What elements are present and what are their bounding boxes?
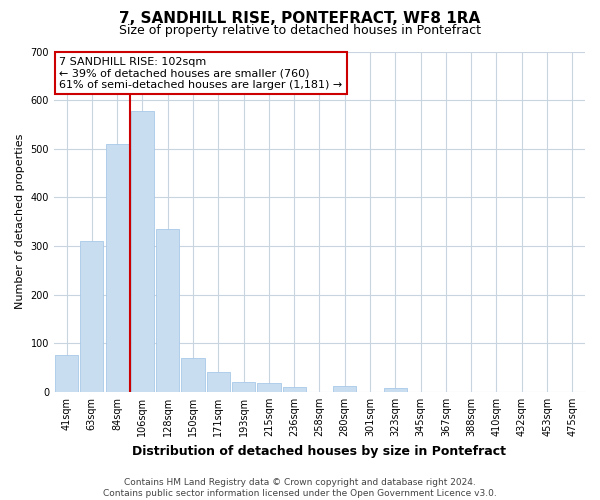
Bar	[131, 111, 154, 392]
X-axis label: Distribution of detached houses by size in Pontefract: Distribution of detached houses by size …	[133, 444, 506, 458]
Bar	[80, 241, 103, 392]
Bar	[55, 356, 78, 392]
Text: 7, SANDHILL RISE, PONTEFRACT, WF8 1RA: 7, SANDHILL RISE, PONTEFRACT, WF8 1RA	[119, 11, 481, 26]
Bar	[333, 386, 356, 392]
Bar	[106, 144, 129, 392]
Y-axis label: Number of detached properties: Number of detached properties	[15, 134, 25, 310]
Text: 7 SANDHILL RISE: 102sqm
← 39% of detached houses are smaller (760)
61% of semi-d: 7 SANDHILL RISE: 102sqm ← 39% of detache…	[59, 56, 343, 90]
Text: Contains HM Land Registry data © Crown copyright and database right 2024.
Contai: Contains HM Land Registry data © Crown c…	[103, 478, 497, 498]
Bar	[257, 383, 281, 392]
Bar	[206, 372, 230, 392]
Bar	[383, 388, 407, 392]
Bar	[283, 387, 306, 392]
Bar	[181, 358, 205, 392]
Bar	[156, 229, 179, 392]
Text: Size of property relative to detached houses in Pontefract: Size of property relative to detached ho…	[119, 24, 481, 37]
Bar	[232, 382, 255, 392]
